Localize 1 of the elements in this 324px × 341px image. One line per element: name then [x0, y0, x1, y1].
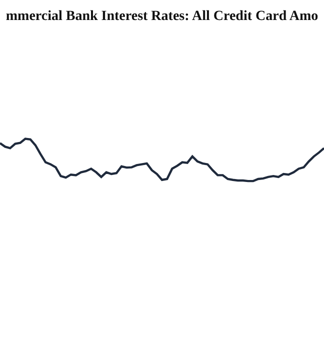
- chart-title: mmercial Bank Interest Rates: All Credit Card Amo: [6, 9, 318, 24]
